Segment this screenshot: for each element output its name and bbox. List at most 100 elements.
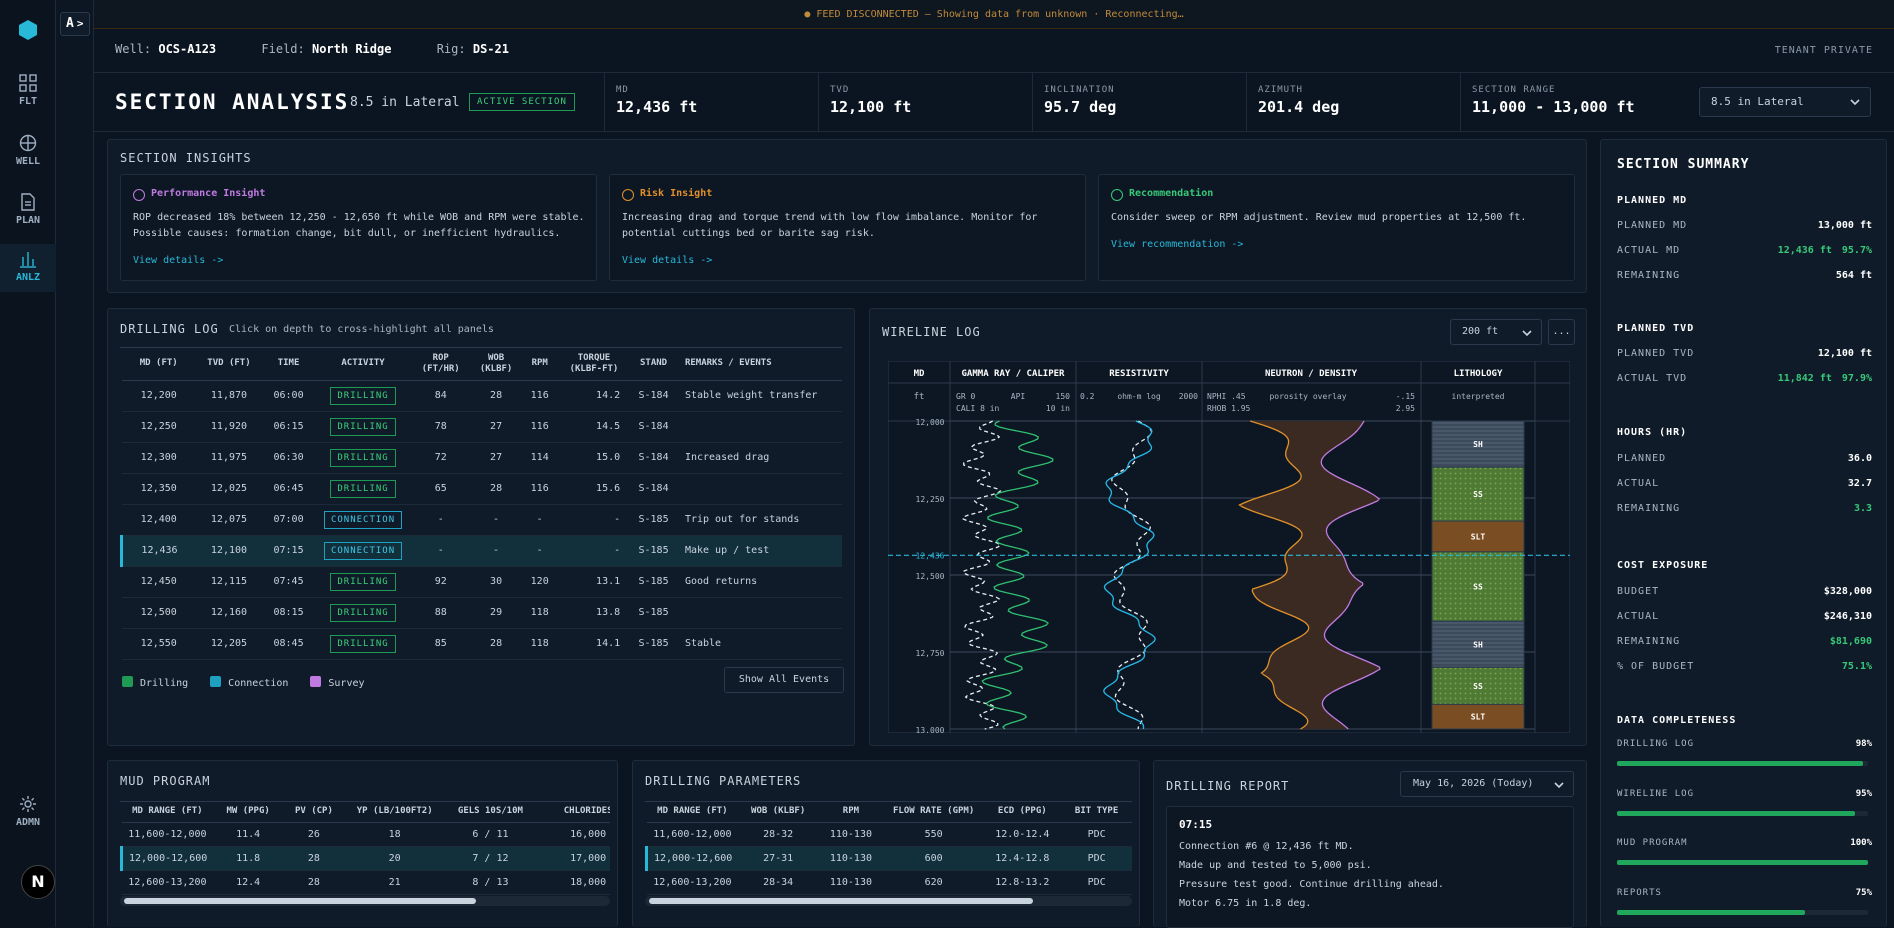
column-header[interactable]: MD RANGE (FT): [646, 802, 739, 823]
lithology-band[interactable]: [1431, 420, 1525, 468]
table-cell: 20: [344, 846, 445, 871]
lithology-band[interactable]: [1431, 466, 1525, 522]
table-row[interactable]: 12,000-12,600 27-31 110-130 600 12.4-12.8 PDC: [645, 846, 1132, 871]
table-row[interactable]: 11,600-12,000 28-32 110-130 550 12.0-12.4 PDC: [646, 822, 1132, 847]
lithology-band[interactable]: [1431, 551, 1525, 622]
table-row[interactable]: 12,000-12,600 11.8 28 20 7 / 12 17,000: [120, 846, 610, 871]
table-row[interactable]: 12,550 12,205 08:45 DRILLING 85 28 118 14.1 S-18…: [121, 628, 842, 660]
column-header[interactable]: TIME: [261, 348, 316, 381]
track-label: RHOB 1.95: [1207, 404, 1251, 413]
collapse-toggle[interactable]: A >: [60, 12, 90, 36]
column-header[interactable]: WOB (KLBF): [470, 348, 522, 381]
table-row[interactable]: 11,600-12,000 11.4 26 18 6 / 11 16,000: [121, 822, 610, 847]
column-header[interactable]: RPM: [818, 802, 884, 823]
report-date-select[interactable]: May 16, 2026 (Today): [1400, 771, 1574, 797]
column-header[interactable]: ROP (FT/HR): [410, 348, 471, 381]
column-header[interactable]: FLOW RATE (GPM): [883, 802, 984, 823]
table-row[interactable]: 12,436 12,100 07:15 CONNECTION - - - - S-185 Make…: [119, 535, 842, 567]
column-header[interactable]: BIT TYPE: [1061, 802, 1132, 823]
table-row[interactable]: 12,500 12,160 08:15 DRILLING 88 29 118 13.8 S-18…: [121, 597, 842, 629]
summary-label: REMAINING: [1617, 270, 1681, 281]
insight-link[interactable]: View details ->: [133, 255, 224, 266]
mud-scrollbar[interactable]: [120, 896, 610, 906]
wireline-log-chart[interactable]: MD ft GAMMA RAY / CALIPER GR 0 API 150 CALI 8 …: [888, 361, 1570, 733]
nav-item-plan[interactable]: PLAN: [0, 191, 56, 226]
table-row[interactable]: 12,300 11,975 06:30 DRILLING 72 27 114 15.0 S-18…: [121, 442, 842, 474]
table-row[interactable]: 12,350 12,025 06:45 DRILLING 65 28 116 15.6 S-18…: [121, 473, 842, 505]
column-header[interactable]: REMARKS / EVENTS: [676, 348, 842, 381]
cell-stand: S-184: [630, 473, 677, 505]
cell-wob: 28: [470, 473, 522, 505]
summary-label: ACTUAL: [1617, 478, 1660, 489]
cell-rop: 92: [410, 566, 471, 598]
insight-link[interactable]: View recommendation ->: [1111, 239, 1244, 250]
nav-item-anlz[interactable]: ANLZ: [0, 244, 56, 292]
md-unit: ft: [914, 392, 925, 402]
table-cell: 26: [283, 822, 345, 847]
cell-md: 12,250: [121, 411, 196, 443]
hex-logo[interactable]: [19, 20, 37, 43]
table-row[interactable]: 12,400 12,075 07:00 CONNECTION - - - - S-185 Trip…: [121, 504, 842, 536]
completeness-row: WIRELINE LOG 95%: [1617, 789, 1872, 803]
cell-tvd: 12,115: [195, 566, 262, 598]
column-header[interactable]: CHLORIDES: [536, 802, 610, 823]
summary-label: REMAINING: [1617, 636, 1681, 647]
cell-remarks: Trip out for stands: [676, 504, 842, 536]
column-header[interactable]: MW (PPG): [213, 802, 284, 823]
column-header[interactable]: ACTIVITY: [315, 348, 411, 381]
lithology-band[interactable]: [1431, 703, 1525, 730]
insight-text-line-1: Consider sweep or RPM adjustment. Review…: [1111, 212, 1527, 223]
drilling-report-title: DRILLING REPORT: [1166, 779, 1290, 793]
table-cell: 28: [283, 870, 345, 895]
nav-label-admin: ADMN: [15, 817, 41, 828]
depth-scale-select[interactable]: 200 ft: [1450, 319, 1542, 345]
column-header[interactable]: TORQUE (KLBF-FT): [557, 348, 631, 381]
table-row[interactable]: 12,600-13,200 12.4 28 21 8 / 13 18,000: [121, 870, 610, 895]
nav-label-well: WELL: [15, 156, 41, 167]
column-header[interactable]: GELS 10S/10M: [444, 802, 537, 823]
mud-scrollbar-thumb[interactable]: [124, 898, 476, 904]
column-header[interactable]: RPM: [521, 348, 558, 381]
params-scrollbar[interactable]: [645, 896, 1132, 906]
nav-item-admin[interactable]: ADMN: [0, 793, 56, 828]
cell-time: 07:45: [261, 566, 316, 598]
nav-item-well[interactable]: WELL: [0, 132, 56, 167]
column-header[interactable]: MD RANGE (FT): [121, 802, 214, 823]
nav-item-flt[interactable]: FLT: [0, 72, 56, 107]
column-header[interactable]: WOB (KLBF): [738, 802, 819, 823]
params-scrollbar-thumb[interactable]: [649, 898, 1033, 904]
metric-tvd: TVD 12,100 ft: [818, 73, 1032, 131]
show-all-events-button[interactable]: Show All Events: [724, 667, 844, 693]
metric-label: MD: [616, 85, 629, 95]
section-select[interactable]: 8.5 in Lateral: [1699, 87, 1871, 117]
cell-tvd: 11,920: [195, 411, 262, 443]
res-track-title: RESISTIVITY: [1109, 369, 1169, 379]
chevron-down-icon: [1850, 99, 1860, 106]
metric-azimuth: AZIMUTH 201.4 deg: [1246, 73, 1460, 131]
column-header[interactable]: STAND: [630, 348, 677, 381]
column-header[interactable]: ECD (PPG): [983, 802, 1062, 823]
column-header[interactable]: PV (CP): [283, 802, 345, 823]
avatar[interactable]: N: [21, 865, 55, 899]
summary-value: 36.0: [1847, 453, 1872, 464]
table-row[interactable]: 12,450 12,115 07:45 DRILLING 92 30 120 13.1 S-18…: [121, 566, 842, 598]
column-header[interactable]: MD (FT): [121, 348, 196, 381]
wireline-title: WIRELINE LOG: [882, 325, 981, 339]
legend-item: Connection: [210, 676, 288, 689]
cell-wob: 29: [470, 597, 522, 629]
document-icon: [21, 193, 35, 211]
table-row[interactable]: 12,250 11,920 06:15 DRILLING 78 27 116 14.5 S-18…: [121, 411, 842, 443]
lithology-band[interactable]: [1431, 620, 1525, 668]
table-row[interactable]: 12,200 11,870 06:00 DRILLING 84 28 116 14.2 S-18…: [121, 380, 842, 412]
table-cell: 12,000-12,600: [645, 846, 739, 871]
mud-table-wrap: MD RANGE (FT) MW (PPG) PV (CP) YP (LB/100FT…: [120, 801, 610, 895]
column-header[interactable]: YP (LB/100FT2): [344, 802, 445, 823]
column-header[interactable]: TVD (FT): [195, 348, 262, 381]
more-options-button[interactable]: ...: [1548, 319, 1575, 345]
cell-rop: 84: [410, 380, 471, 412]
report-entry: 07:15 Connection #6 @ 12,436 ft MD. Made …: [1166, 806, 1574, 928]
cell-time: 07:00: [261, 504, 316, 536]
insight-link[interactable]: View details ->: [622, 255, 713, 266]
table-row[interactable]: 12,600-13,200 28-34 110-130 620 12.8-13.2 PDC: [646, 870, 1132, 895]
lithology-band[interactable]: [1431, 520, 1525, 553]
